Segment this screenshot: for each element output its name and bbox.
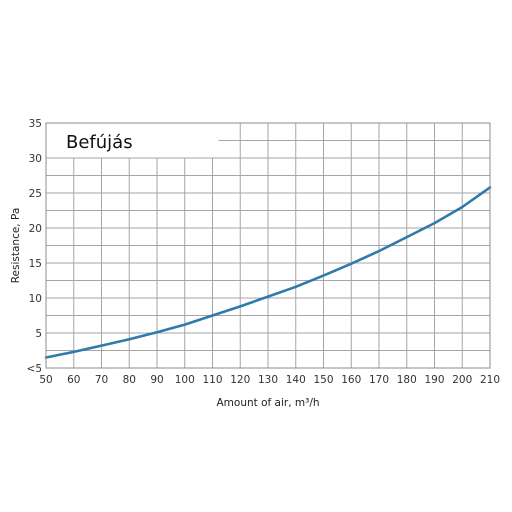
x-tick-label: 120 [230, 374, 250, 386]
y-tick-label: 30 [29, 153, 42, 165]
x-tick-label: 80 [123, 374, 136, 386]
x-tick-label: 110 [202, 374, 222, 386]
x-tick-label: 180 [397, 374, 417, 386]
x-tick-label: 200 [452, 374, 472, 386]
y-tick-label: 35 [29, 118, 42, 130]
y-tick-label: 5 [35, 328, 42, 340]
y-tick-label: <5 [27, 363, 42, 375]
series-line [44, 186, 492, 359]
x-tick-label: 190 [424, 374, 444, 386]
x-tick-label: 100 [175, 374, 195, 386]
y-tick-label: 20 [29, 223, 42, 235]
x-tick-label: 130 [258, 374, 278, 386]
x-tick-label: 150 [313, 374, 333, 386]
x-tick-label: 60 [67, 374, 80, 386]
x-tick-label: 140 [286, 374, 306, 386]
x-tick-label: 170 [369, 374, 389, 386]
y-tick-label: 15 [29, 258, 42, 270]
y-tick-label: 25 [29, 188, 42, 200]
x-axis-title: Amount of air, m³/h [216, 397, 319, 409]
y-tick-label: 10 [29, 293, 42, 305]
y-axis-title: Resistance, Pa [10, 208, 22, 284]
x-tick-label: 160 [341, 374, 361, 386]
x-tick-label: 210 [480, 374, 500, 386]
x-tick-label: 50 [39, 374, 52, 386]
series-layer [44, 186, 492, 359]
plot-frame [45, 122, 491, 369]
grid [45, 122, 491, 369]
x-tick-label: 90 [150, 374, 163, 386]
chart-title: Befújás [66, 132, 133, 153]
title-box [46, 123, 219, 158]
y-axis-ticks: <5 5 10 15 20 25 30 35 [27, 118, 42, 375]
x-axis-ticks: 50 60 70 80 90 100 110 120 130 140 150 160 170 180 190… [39, 374, 500, 386]
x-tick-label: 70 [95, 374, 108, 386]
